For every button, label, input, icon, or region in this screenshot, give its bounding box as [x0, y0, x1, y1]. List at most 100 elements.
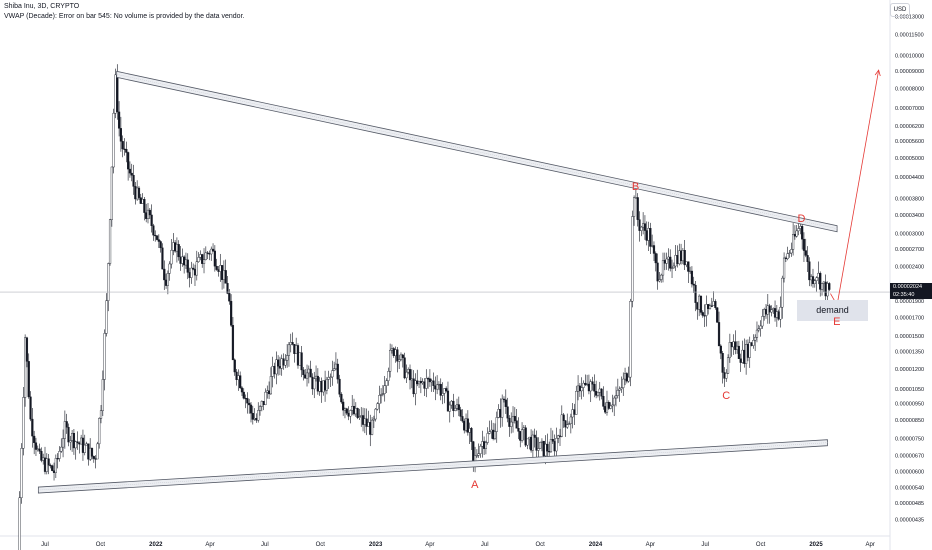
candle-body — [712, 301, 715, 306]
candle-body — [782, 257, 786, 279]
candle-body — [714, 301, 717, 308]
time-tick-label: Jul — [701, 542, 709, 548]
candle-body — [296, 345, 300, 366]
candle-body — [174, 242, 177, 252]
candle-body — [468, 428, 471, 433]
candle-body — [286, 355, 289, 361]
candle-body — [544, 443, 547, 457]
candle-body — [29, 396, 32, 420]
candle-body — [389, 349, 392, 372]
candle-body — [672, 265, 675, 269]
candle-body — [311, 376, 314, 390]
candle-body — [692, 283, 695, 286]
price-tick-label: 0.00000485 — [895, 501, 924, 507]
candle-body — [163, 268, 166, 281]
candle-body — [808, 261, 811, 281]
candle-body — [246, 398, 249, 404]
candle-body — [372, 418, 375, 421]
candle-body — [295, 345, 298, 354]
candle-body — [192, 267, 195, 270]
candle-body — [611, 404, 614, 407]
candle-body — [479, 445, 482, 454]
candle-body — [495, 417, 498, 432]
candle-body — [107, 263, 110, 301]
candle-body — [764, 309, 768, 315]
candle-body — [394, 349, 397, 356]
candle-body — [262, 400, 265, 405]
candle-body — [190, 267, 193, 278]
symbol-title: Shiba Inu, 3D, CRYPTO — [4, 3, 80, 10]
candle-body — [184, 259, 188, 266]
candle-body — [260, 400, 263, 407]
price-tick-label: 0.00000540 — [895, 485, 924, 491]
candle-body — [699, 295, 703, 313]
candle-body — [166, 273, 169, 286]
candle-body — [735, 345, 739, 350]
candle-body — [578, 385, 581, 392]
candle-body — [548, 451, 551, 453]
candle-body — [683, 250, 686, 266]
candle-body — [685, 261, 688, 266]
candle-body — [533, 434, 536, 438]
candle-body — [361, 415, 365, 425]
candle-body — [687, 261, 690, 272]
candle-body — [728, 342, 731, 358]
candle-body — [417, 380, 421, 385]
candle-body — [488, 431, 491, 434]
candle-body — [506, 406, 509, 419]
candle-body — [45, 458, 48, 472]
candle-body — [403, 357, 406, 379]
candle-body — [739, 358, 742, 363]
candle-body — [226, 283, 229, 294]
candle-body — [96, 443, 99, 460]
candle-body — [210, 248, 213, 255]
candle-body — [20, 448, 23, 498]
candle-body — [464, 418, 468, 431]
candle-body — [130, 172, 133, 176]
candle-body — [443, 388, 446, 394]
projection-arrowhead — [874, 69, 881, 77]
candle-body — [128, 168, 132, 174]
candle-body — [598, 388, 601, 393]
time-tick-label: Oct — [316, 542, 326, 548]
currency-button[interactable]: USD — [890, 3, 910, 17]
candle-body — [206, 252, 209, 254]
time-tick-label: 2022 — [149, 542, 163, 548]
candle-body — [34, 442, 38, 450]
candle-body — [746, 344, 750, 358]
candle-body — [775, 311, 778, 318]
candle-body — [483, 441, 486, 449]
candle-body — [551, 438, 554, 442]
candle-body — [143, 199, 146, 213]
candle-body — [266, 390, 269, 393]
candle-body — [367, 422, 370, 427]
candle-body — [459, 409, 462, 417]
point-label-d: D — [797, 213, 806, 226]
candle-body — [61, 438, 65, 448]
candle-body — [197, 257, 200, 262]
candle-body — [56, 458, 59, 460]
candle-body — [280, 358, 283, 369]
candle-body — [81, 437, 85, 453]
candle-body — [613, 397, 616, 406]
candle-body — [535, 437, 538, 451]
price-tick-label: 0.00004400 — [895, 175, 924, 181]
candle-body — [622, 378, 625, 388]
candle-body — [537, 448, 540, 451]
candle-body — [652, 245, 656, 254]
candle-body — [454, 408, 457, 411]
candle-body — [593, 384, 596, 392]
candle-body — [349, 410, 352, 417]
candle-body — [258, 406, 262, 411]
candle-body — [275, 359, 278, 375]
trendline-lower-center — [38, 442, 828, 491]
candle-body — [119, 128, 122, 142]
price-tick-label: 0.00001050 — [895, 387, 924, 393]
candle-body — [531, 434, 534, 451]
candle-body — [24, 337, 27, 398]
price-axis: 0.00013000 0.00011500 0.00010000 0.00009000… — [895, 15, 924, 524]
candle-body — [273, 366, 276, 375]
candle-body — [743, 349, 746, 364]
candle-body — [80, 437, 83, 445]
